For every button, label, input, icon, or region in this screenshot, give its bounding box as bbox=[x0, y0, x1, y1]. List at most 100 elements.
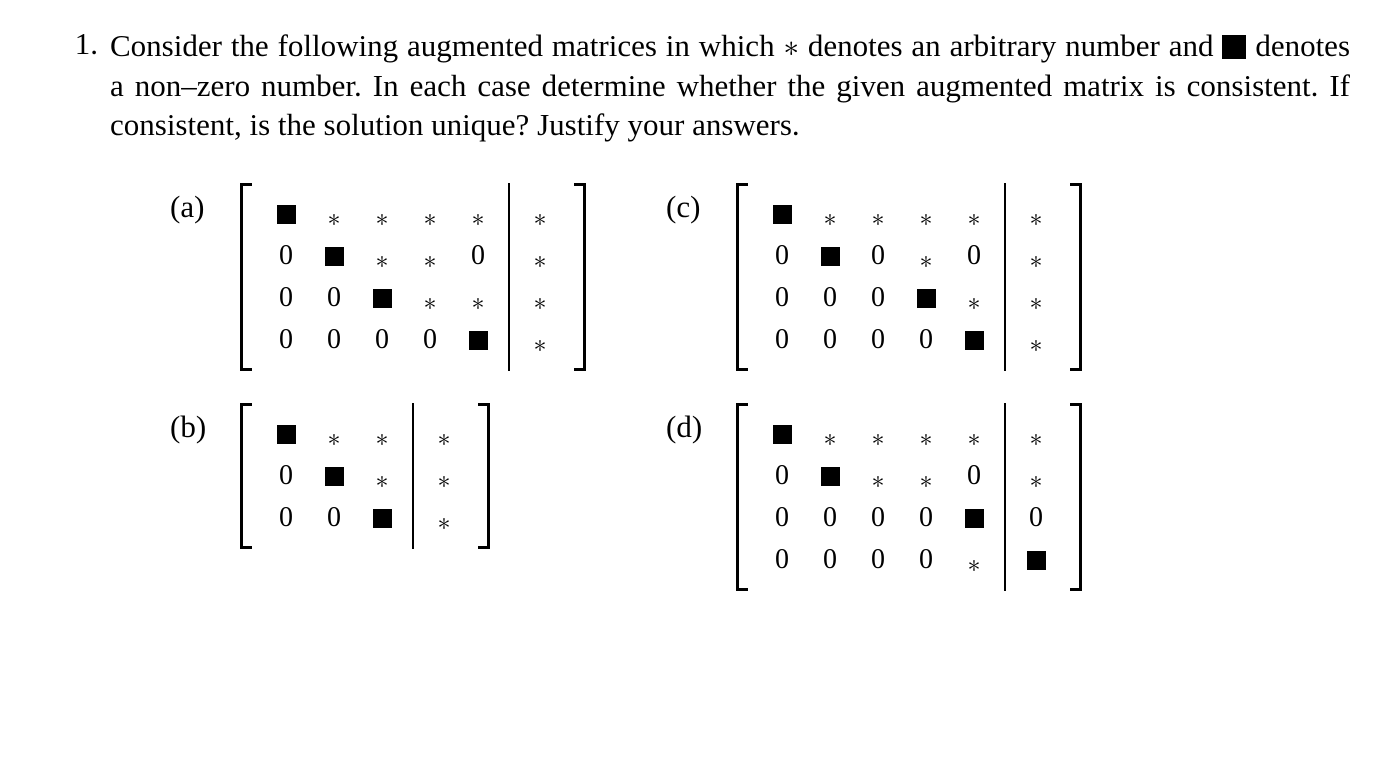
star-icon: ∗ bbox=[437, 425, 450, 451]
matrix-cell: 0 bbox=[262, 242, 310, 270]
zero-value: 0 bbox=[327, 504, 341, 532]
matrix-cell bbox=[950, 331, 998, 350]
matrix-cell: ∗ bbox=[950, 547, 998, 573]
matrix-cell bbox=[454, 331, 502, 350]
square-icon bbox=[1027, 551, 1046, 570]
square-icon bbox=[373, 509, 392, 528]
zero-value: 0 bbox=[823, 546, 837, 574]
zero-value: 0 bbox=[871, 284, 885, 312]
subpart: (c)∗∗∗∗∗00∗0∗000∗∗0000∗ bbox=[666, 183, 1082, 371]
matrix-row: 0∗∗0∗ bbox=[758, 455, 1060, 497]
matrix-cell: 0 bbox=[854, 326, 902, 354]
zero-value: 0 bbox=[327, 284, 341, 312]
zero-value: 0 bbox=[871, 242, 885, 270]
matrix-cell: ∗ bbox=[806, 421, 854, 447]
star-icon: ∗ bbox=[919, 205, 932, 231]
problem-stem: Consider the following augmented matrice… bbox=[110, 26, 1350, 591]
matrix-cell: ∗ bbox=[902, 201, 950, 227]
matrix-cell: 0 bbox=[902, 504, 950, 532]
matrix-cell: 0 bbox=[854, 504, 902, 532]
matrix-row: 0∗∗0∗ bbox=[262, 235, 564, 277]
square-icon bbox=[373, 289, 392, 308]
matrix-cell: ∗ bbox=[454, 201, 502, 227]
matrix-cell: ∗ bbox=[358, 243, 406, 269]
star-icon: ∗ bbox=[1029, 331, 1042, 357]
problem-number: 1. bbox=[40, 26, 110, 62]
zero-value: 0 bbox=[423, 326, 437, 354]
matrix-cell: 0 bbox=[758, 546, 806, 574]
square-icon bbox=[773, 205, 792, 224]
matrix-cell: 0 bbox=[262, 462, 310, 490]
matrix-cell bbox=[310, 247, 358, 266]
square-icon bbox=[277, 205, 296, 224]
matrix-cell bbox=[262, 205, 310, 224]
bracket-right-icon bbox=[1068, 183, 1082, 371]
zero-value: 0 bbox=[279, 326, 293, 354]
star-icon: ∗ bbox=[437, 509, 450, 535]
matrix-cell: 0 bbox=[950, 462, 998, 490]
matrix-cell bbox=[806, 247, 854, 266]
matrix-cell: 0 bbox=[758, 242, 806, 270]
matrix-row: 0000∗ bbox=[758, 319, 1060, 361]
matrix-cell: ∗ bbox=[1012, 285, 1060, 311]
bracket-right-icon bbox=[1068, 403, 1082, 591]
augment-separator bbox=[1004, 529, 1006, 591]
matrix-cell: 0 bbox=[854, 242, 902, 270]
augment-separator bbox=[412, 487, 414, 549]
matrix-cell: ∗ bbox=[406, 243, 454, 269]
matrix-cell: 0 bbox=[310, 284, 358, 312]
matrix-cell: ∗ bbox=[1012, 243, 1060, 269]
matrix-cell bbox=[262, 425, 310, 444]
matrix-cell: ∗ bbox=[406, 201, 454, 227]
matrix-cell: ∗ bbox=[902, 421, 950, 447]
matrix-cell bbox=[758, 425, 806, 444]
matrix-cell: 0 bbox=[806, 284, 854, 312]
square-icon bbox=[325, 247, 344, 266]
square-icon bbox=[965, 331, 984, 350]
matrix-cell bbox=[310, 467, 358, 486]
star-icon: ∗ bbox=[423, 247, 436, 273]
bracket-left-icon bbox=[240, 183, 254, 371]
star-icon: ∗ bbox=[871, 425, 884, 451]
matrix-cell bbox=[358, 509, 406, 528]
bracket-right-icon bbox=[572, 183, 586, 371]
matrix-row: ∗∗∗∗∗ bbox=[758, 413, 1060, 455]
matrix-cell: ∗ bbox=[516, 285, 564, 311]
star-icon: ∗ bbox=[823, 425, 836, 451]
zero-value: 0 bbox=[823, 284, 837, 312]
square-icon bbox=[821, 247, 840, 266]
augmented-matrix: ∗∗∗∗∗0∗∗0∗000000000∗ bbox=[736, 403, 1082, 591]
matrix-cell: ∗ bbox=[454, 285, 502, 311]
augment-separator bbox=[1004, 309, 1006, 371]
zero-value: 0 bbox=[775, 462, 789, 490]
matrix-row: 00∗ bbox=[262, 497, 468, 539]
zero-value: 0 bbox=[871, 546, 885, 574]
matrix-cell: ∗ bbox=[516, 243, 564, 269]
matrix-cell: 0 bbox=[454, 242, 502, 270]
subpart-label: (c) bbox=[666, 183, 736, 227]
subpart-label: (d) bbox=[666, 403, 736, 447]
subparts-col-left: (a)∗∗∗∗∗0∗∗0∗00∗∗∗0000∗(b)∗∗∗0∗∗00∗ bbox=[170, 183, 586, 591]
matrix-cell: 0 bbox=[406, 326, 454, 354]
star-icon: ∗ bbox=[533, 331, 546, 357]
matrix-cell bbox=[950, 509, 998, 528]
star-icon: ∗ bbox=[375, 247, 388, 273]
zero-value: 0 bbox=[375, 326, 389, 354]
matrix-cell: 0 bbox=[758, 504, 806, 532]
matrix-cell: 0 bbox=[854, 284, 902, 312]
matrix-cell: 0 bbox=[310, 326, 358, 354]
matrix-cell bbox=[1012, 551, 1060, 570]
zero-value: 0 bbox=[967, 462, 981, 490]
matrix-cell bbox=[358, 289, 406, 308]
subpart-label: (b) bbox=[170, 403, 240, 447]
matrix-cell bbox=[758, 205, 806, 224]
zero-value: 0 bbox=[919, 546, 933, 574]
zero-value: 0 bbox=[279, 284, 293, 312]
square-icon bbox=[965, 509, 984, 528]
page: 1. Consider the following augmented matr… bbox=[0, 0, 1390, 776]
matrix-row: ∗∗∗ bbox=[262, 413, 468, 455]
zero-value: 0 bbox=[823, 504, 837, 532]
star-icon: ∗ bbox=[327, 205, 340, 231]
square-icon bbox=[773, 425, 792, 444]
matrix-cell: 0 bbox=[902, 326, 950, 354]
